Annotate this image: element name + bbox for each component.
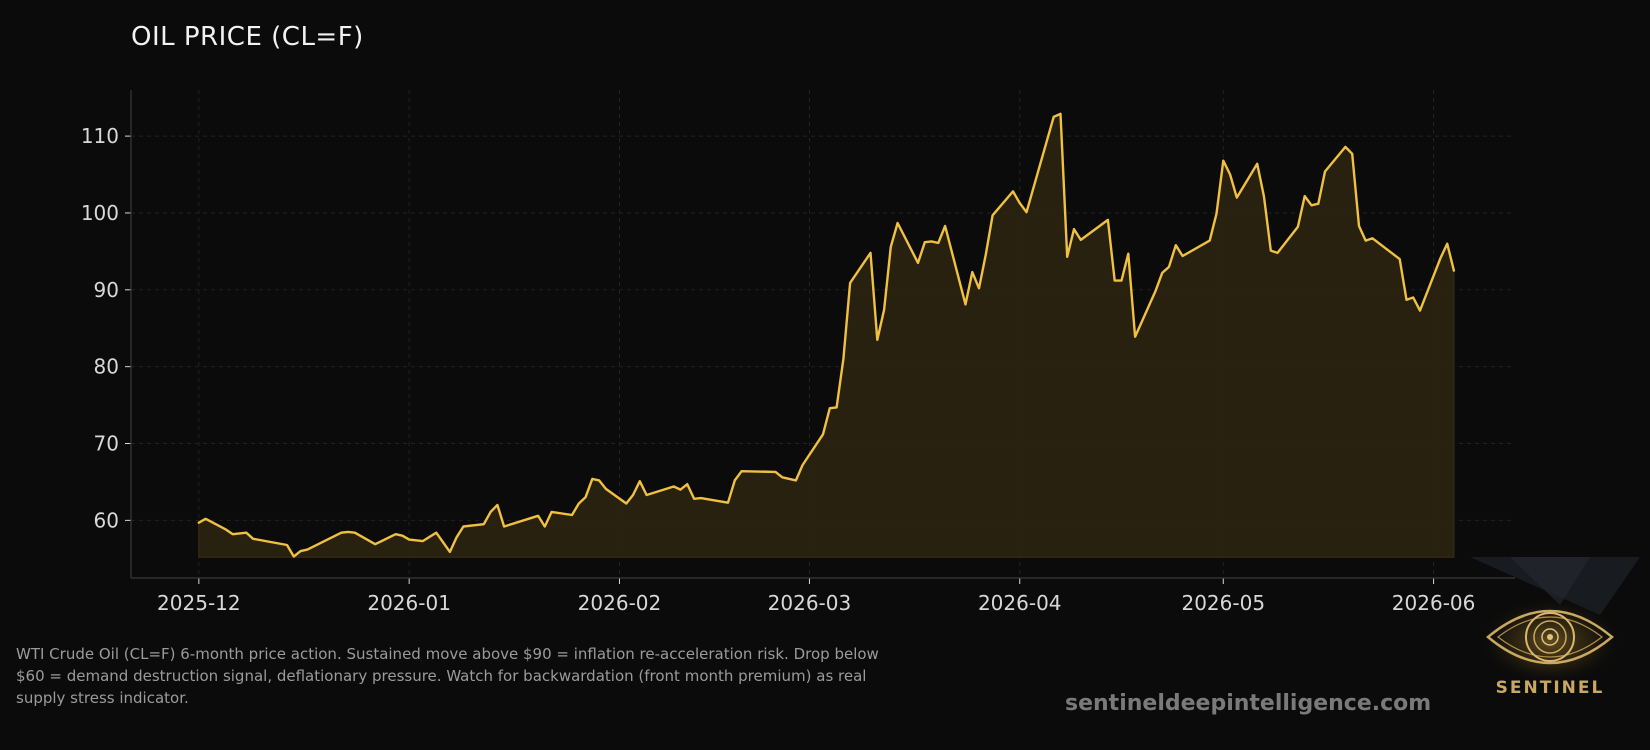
y-tick-label: 90 (94, 278, 119, 302)
series-line-0 (197, 112, 1456, 558)
x-tick-label: 2026-06 (1392, 591, 1476, 615)
x-tick-label: 2026-05 (1181, 591, 1265, 615)
x-tick-label: 2026-04 (978, 591, 1062, 615)
sentinel-logo: SENTINEL (1470, 555, 1650, 715)
tick-labels: 60 70 80 90 100 110 2025-12 2026-01 2026-02 2026-… (81, 124, 1476, 615)
price-line (197, 112, 1456, 558)
price-chart: 60 70 80 90 100 110 2025-12 2026-01 2026-02 2026-… (81, 90, 1515, 615)
logo-wordmark: SENTINEL (1495, 678, 1605, 698)
price-area (198, 113, 1455, 558)
y-tick-label: 70 (94, 432, 119, 456)
axes (125, 90, 1515, 584)
y-tick-label: 110 (81, 124, 119, 148)
eye-icon (1470, 557, 1640, 681)
x-tick-label: 2026-02 (578, 591, 662, 615)
y-tick-label: 80 (94, 355, 119, 379)
x-tick-label: 2026-03 (768, 591, 852, 615)
chart-caption: WTI Crude Oil (CL=F) 6-month price actio… (16, 645, 879, 707)
series-area-0 (198, 113, 1455, 558)
website-link[interactable]: sentineldeepintelligence.com (1065, 691, 1432, 716)
y-tick-label: 100 (81, 201, 119, 225)
x-tick-label: 2026-01 (367, 591, 451, 615)
x-tick-label: 2025-12 (157, 591, 241, 615)
y-tick-label: 60 (94, 508, 119, 532)
chart-title: OIL PRICE (CL=F) (131, 22, 364, 52)
